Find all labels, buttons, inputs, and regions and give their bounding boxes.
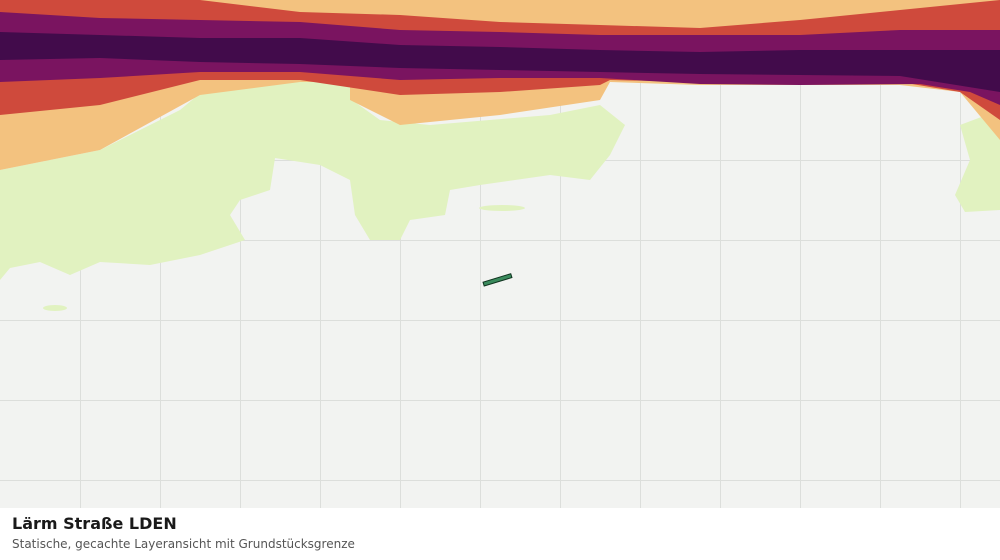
map [0, 0, 1000, 508]
land-areas [0, 82, 1000, 311]
legend-panel: Lärm Straße LDEN Statische, gecachte Lay… [0, 508, 1000, 560]
layer-title: Lärm Straße LDEN [12, 514, 177, 533]
parcel-boundary [482, 273, 513, 287]
layer-subtitle: Statische, gecachte Layeransicht mit Gru… [12, 537, 355, 551]
noise-bands [0, 0, 1000, 170]
